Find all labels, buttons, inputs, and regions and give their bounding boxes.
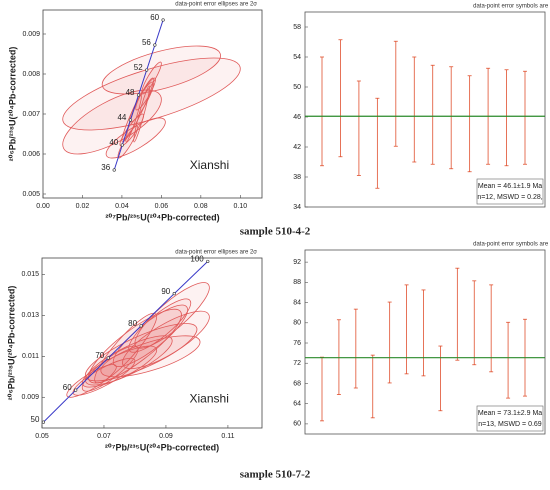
concordia-point: [106, 356, 110, 360]
x-tick-label: 0.06: [155, 203, 169, 210]
concordia-point: [206, 259, 210, 264]
error-ellipse: [84, 323, 198, 382]
x-tick-label: 0.04: [115, 203, 129, 210]
y-tick-label: 76: [293, 340, 301, 347]
y-tick-label: 80: [293, 320, 301, 327]
note: data-point error ellipses are 2σ: [175, 250, 257, 256]
concordia-point: [172, 292, 176, 296]
caption: sample 510-4-2: [240, 226, 311, 238]
concordia-point: [145, 68, 149, 72]
note: data-point error ellipses are 2σ: [175, 2, 257, 8]
error-ellipse: [141, 61, 162, 95]
age-label: 40: [109, 138, 118, 147]
concordia-point: [42, 420, 46, 424]
plot-frame: [304, 249, 546, 435]
age-label: 100: [190, 255, 204, 264]
concordia-point: [120, 143, 124, 147]
y-tick-label: 50: [293, 84, 301, 91]
age-label: 60: [63, 383, 72, 392]
y-tick-label: 42: [293, 144, 301, 151]
age-label: 48: [126, 88, 135, 97]
y-tick-label: 0.009: [21, 394, 39, 401]
x-tick-label: 0.07: [97, 433, 111, 440]
age-label: 52: [134, 63, 143, 72]
x-tick-label: 0.11: [221, 433, 234, 440]
y-tick-label: 38: [293, 174, 301, 181]
concordia-point: [74, 388, 78, 392]
age-label: 90: [161, 287, 170, 296]
x-tick-label: 0.02: [76, 203, 90, 210]
plot-area: [42, 259, 210, 424]
error-ellipse: [66, 364, 117, 398]
place-label: Xianshi: [190, 391, 229, 405]
error-ellipse: [128, 298, 192, 353]
stats-box: [476, 178, 544, 205]
y-tick-label: 0.013: [21, 312, 39, 319]
y-tick-label: 68: [293, 380, 301, 387]
stats-text: n=13, MSWD = 0.69: [478, 421, 542, 428]
x-tick-label: 0.00: [36, 203, 50, 210]
plot-frame: [41, 257, 263, 429]
y-tick-label: 60: [293, 421, 301, 428]
stats-box: [476, 405, 544, 432]
x-axis-label: ²⁰⁷Pb/²³⁵U(²⁰⁴Pb-corrected): [105, 212, 219, 222]
error-ellipse: [72, 357, 136, 396]
concordia-point: [139, 324, 143, 328]
y-tick-label: 0.006: [22, 151, 40, 158]
concordia-point: [112, 168, 116, 172]
error-ellipse: [101, 45, 221, 95]
y-tick-label: 58: [293, 24, 301, 31]
x-tick-label: 0.10: [233, 203, 247, 210]
age-label: 36: [101, 163, 110, 172]
mean-text: Mean = 73.1±2.9 Ma: [478, 410, 542, 417]
age-label: 70: [95, 351, 104, 360]
age-label: 44: [117, 113, 126, 122]
y-tick-label: 0.015: [21, 271, 39, 278]
y-tick-label: 0.007: [22, 111, 40, 118]
age-label: 56: [142, 38, 151, 47]
y-tick-label: 84: [293, 299, 301, 306]
concordia-point: [161, 18, 165, 22]
mean-text: Mean = 46.1±1.9 Ma: [478, 183, 542, 190]
y-tick-label: 88: [293, 279, 301, 286]
stats-text: n=12, MSWD = 0.28,: [477, 194, 542, 201]
y-tick-label: 54: [293, 54, 301, 61]
x-axis-label: ²⁰⁷Pb/²³⁵U(²⁰⁴Pb-corrected): [105, 442, 219, 452]
plot-frame: [304, 11, 546, 208]
x-tick-label: 0.09: [159, 433, 173, 440]
y-axis-label: ²⁰⁶Pb/²³⁸U(²⁰⁴Pb-corrected): [7, 47, 17, 162]
plot-frame: [42, 9, 263, 199]
concordia-curve: [43, 261, 209, 423]
x-tick-label: 0.05: [35, 433, 49, 440]
y-tick-label: 64: [293, 401, 301, 408]
y-axis-label: ²⁰⁶Pb/²³⁸U(²⁰⁴Pb-corrected): [6, 286, 16, 401]
x-tick-label: 0.08: [194, 203, 208, 210]
place-label: Xianshi: [190, 158, 229, 172]
age-label: 50: [31, 415, 40, 424]
y-tick-label: 92: [293, 259, 301, 266]
age-label: 60: [150, 13, 159, 22]
y-tick-label: 0.011: [22, 353, 39, 360]
y-tick-label: 0.005: [22, 191, 40, 198]
y-tick-label: 34: [293, 204, 301, 211]
y-tick-label: 72: [293, 360, 301, 367]
plot-area: [62, 18, 241, 172]
error-ellipse: [62, 89, 162, 155]
concordia-point: [128, 118, 132, 122]
y-tick-label: 46: [293, 114, 301, 121]
concordia-point: [153, 43, 157, 47]
note: data-point error symbols are 2σ: [473, 4, 550, 10]
error-ellipse: [100, 335, 201, 378]
caption: sample 510-7-2: [240, 469, 311, 481]
note: data-point error symbols are 2σ: [473, 242, 550, 248]
y-tick-label: 0.009: [22, 31, 40, 38]
error-ellipse: [81, 345, 139, 392]
age-label: 80: [128, 319, 137, 328]
error-ellipse: [62, 57, 241, 131]
error-ellipse: [133, 85, 150, 143]
concordia-point: [136, 93, 141, 97]
y-tick-label: 0.008: [22, 71, 40, 78]
